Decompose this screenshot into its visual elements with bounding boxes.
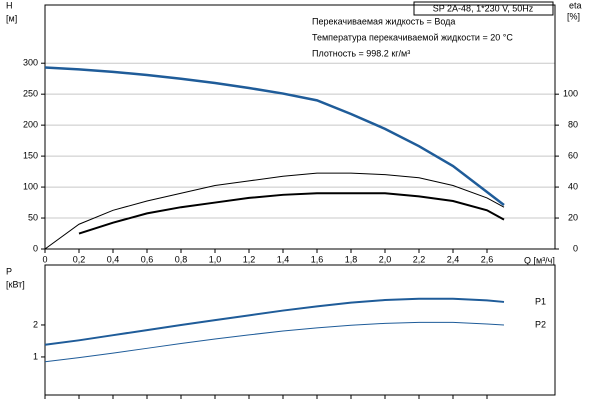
- y-tick-label: 250: [23, 89, 38, 99]
- x-tick-label: 2,0: [379, 254, 392, 264]
- plot-frame: [44, 4, 556, 250]
- y2-tick-label: 20: [568, 212, 578, 222]
- x-tick-label: 1,8: [345, 254, 358, 264]
- y2-tick-label: 60: [568, 150, 578, 160]
- y2-axis-label: eta: [569, 0, 582, 10]
- y-tick-label: 300: [23, 58, 38, 68]
- y2-axis-unit: [%]: [567, 11, 580, 21]
- y-tick-label: 1: [33, 351, 38, 361]
- series-label: P1: [535, 296, 546, 306]
- annotation: Перекачиваемая жидкость = Вода: [312, 16, 455, 26]
- chart-title: SP 2A-48, 1*230 V, 50Hz: [433, 3, 534, 13]
- annotation: Температура перекачиваемой жидкости = 20…: [312, 32, 513, 42]
- y-tick-label: 100: [23, 181, 38, 191]
- x-tick-label: 1,6: [311, 254, 324, 264]
- x-tick-label: 1,4: [277, 254, 290, 264]
- x-tick-label: 1,2: [243, 254, 256, 264]
- y-axis-label: H: [6, 0, 13, 10]
- series-line: [44, 321, 505, 363]
- series-line: [44, 172, 505, 250]
- y-axis-label: P: [6, 266, 12, 276]
- x-axis-label: Q [м³/ч]: [524, 255, 555, 265]
- y-tick-label: 50: [28, 212, 38, 222]
- x-tick-label: 2,6: [481, 254, 494, 264]
- x-tick-label: 1,0: [209, 254, 222, 264]
- y-tick-label: 2: [33, 319, 38, 329]
- series-line: [78, 192, 505, 235]
- x-tick-label: 2,2: [413, 254, 426, 264]
- plot-frame: [44, 264, 556, 396]
- x-tick-label: 0,8: [175, 254, 188, 264]
- y-tick-label: 200: [23, 120, 38, 130]
- y-axis-unit: [м]: [6, 13, 17, 23]
- y2-tick-label: 0: [573, 243, 578, 253]
- series-label: P2: [535, 319, 546, 329]
- x-tick-label: 0,4: [107, 254, 120, 264]
- x-tick-label: 0: [42, 254, 47, 264]
- y2-tick-label: 80: [568, 120, 578, 130]
- series-line: [44, 297, 505, 346]
- y-axis-unit: [кВт]: [6, 279, 25, 289]
- y-tick-label: 0: [33, 243, 38, 253]
- y2-tick-label: 100: [563, 89, 578, 99]
- x-tick-label: 2,4: [447, 254, 460, 264]
- y2-tick-label: 40: [568, 181, 578, 191]
- annotation: Плотность = 998.2 кг/м³: [312, 48, 410, 58]
- x-tick-label: 0,2: [73, 254, 86, 264]
- x-tick-label: 0,6: [141, 254, 154, 264]
- series-line: [44, 66, 505, 207]
- y-tick-label: 150: [23, 150, 38, 160]
